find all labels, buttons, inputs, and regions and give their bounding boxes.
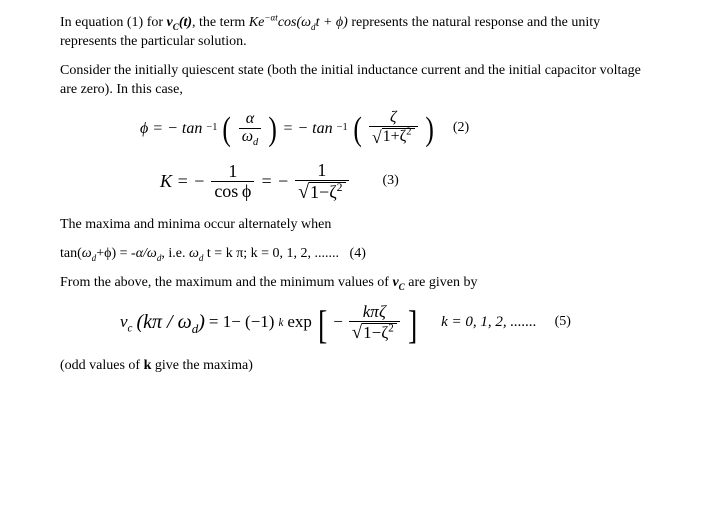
equation-2: ϕ = − tan−1 ( α ωd ) = − tan−1 ( ζ √1+ζ2… [60, 110, 660, 148]
frac-num: kπζ [360, 303, 389, 321]
eq3-mid: = − [260, 169, 289, 193]
txt: From the above, the maximum and the mini… [60, 275, 392, 290]
eq5-eqpart: = 1− (−1) [209, 311, 275, 334]
odd-values-note: (odd values of k give the maxima) [60, 357, 660, 376]
eq3-frac2: 1 √1−ζ2 [295, 161, 348, 202]
eq5-exp: exp [287, 311, 312, 334]
eq2-mid: = − tan [283, 118, 333, 140]
intro-paragraph-2: Consider the initially quiescent state (… [60, 62, 660, 100]
frac-num: 1 [225, 162, 240, 181]
equation-number-4: (4) [350, 246, 366, 261]
txt: In equation (1) for [60, 15, 167, 30]
txt: (odd values of [60, 358, 144, 373]
paren-icon: ( [223, 113, 231, 147]
frac-num: α [243, 111, 257, 128]
txt: , the term [192, 15, 249, 30]
eq4-tan: tan( [60, 246, 82, 261]
frac-den: √1−ζ2 [295, 181, 348, 202]
eq5-rhs: k = 0, 1, 2, ....... [441, 312, 537, 332]
frac-den: √1−ζ2 [349, 322, 400, 342]
nat-response-term: Ke−αtcos(ωdt + ϕ) [249, 15, 348, 30]
frac-num: 1 [314, 161, 329, 180]
sqrt: √1−ζ2 [298, 181, 345, 202]
paren-icon: ) [425, 113, 433, 147]
equation-number-3: (3) [383, 172, 399, 191]
frac-den: √1+ζ2 [369, 127, 418, 147]
eq5-arg: (kπ / ωd) [136, 309, 204, 336]
eq5-minus: − [333, 311, 343, 334]
eq2-lhs: ϕ = − tan [140, 118, 202, 140]
sqrt: √1+ζ2 [372, 127, 415, 145]
eq5-frac: kπζ √1−ζ2 [349, 303, 400, 341]
paren-icon: ( [353, 113, 361, 147]
eq2-frac1: α ωd [239, 111, 262, 146]
eq3-lhs: K = − [160, 169, 205, 193]
frac-num: ζ [387, 110, 399, 127]
paren-icon: ) [269, 113, 277, 147]
equation-4: tan(ωd+ϕ) = -α/ωd, i.e. ωd t = k π; k = … [60, 245, 660, 264]
txt: are given by [405, 275, 478, 290]
equation-3: K = − 1 cos ϕ = − 1 √1−ζ2 (3) [60, 161, 660, 202]
frac-den: cos ϕ [211, 182, 254, 201]
txt: give the maxima) [151, 358, 252, 373]
sqrt: √1−ζ2 [352, 322, 397, 342]
values-paragraph: From the above, the maximum and the mini… [60, 274, 660, 293]
var-vc: vC(t) [167, 15, 193, 30]
equation-5: vc (kπ / ωd) = 1− (−1)k exp [ − kπζ √1−ζ… [60, 303, 660, 343]
bracket-icon: [ [318, 305, 327, 345]
eq5-vc: vc [120, 311, 132, 334]
frac-den: ωd [239, 129, 262, 146]
eq2-frac2: ζ √1+ζ2 [369, 110, 418, 148]
equation-number-5: (5) [555, 313, 571, 332]
intro-paragraph-1: In equation (1) for vC(t), the term Ke−α… [60, 14, 660, 52]
maxima-paragraph: The maxima and minima occur alternately … [60, 216, 660, 235]
equation-number-2: (2) [453, 119, 469, 138]
bracket-icon: ] [408, 305, 417, 345]
eq3-frac1: 1 cos ϕ [211, 162, 254, 201]
